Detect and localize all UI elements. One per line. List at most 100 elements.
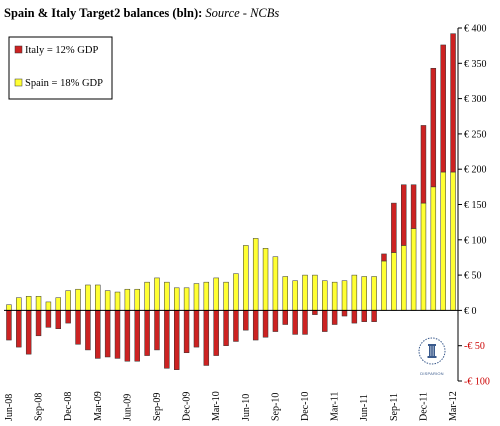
- bar-spain-Dec-09: [183, 287, 190, 311]
- bar-italy-Jun-11: [361, 310, 367, 322]
- legend-item-italy-label: Italy = 12% GDP: [25, 45, 98, 56]
- legend-item-spain-label: Spain = 18% GDP: [25, 78, 103, 89]
- bar-spain-May-11: [351, 274, 358, 311]
- bar-italy-Feb-11: [322, 310, 328, 332]
- bar-italy-Feb-12: [440, 44, 446, 173]
- x-tick-label: Dec-09: [182, 392, 193, 421]
- bar-spain-Jun-09: [124, 288, 131, 311]
- bar-italy-Nov-11: [410, 184, 417, 229]
- bar-italy-Sep-10: [272, 310, 279, 332]
- bar-italy-Apr-09: [104, 310, 111, 358]
- bar-italy-Dec-10: [302, 310, 308, 335]
- x-tick-label: Jun-08: [4, 394, 15, 421]
- bar-spain-Mar-11: [331, 281, 338, 311]
- bar-spain-Jul-08: [16, 297, 22, 311]
- bar-spain-Dec-10: [302, 274, 308, 311]
- bar-italy-Jul-10: [252, 310, 259, 341]
- bar-spain-Aug-10: [262, 248, 269, 311]
- bar-spain-Mar-09: [95, 284, 101, 311]
- bar-spain-Nov-09: [174, 287, 180, 311]
- bar-spain-Oct-10: [282, 276, 288, 311]
- x-tick-label: Mar-10: [211, 391, 222, 421]
- chart-title-source: Source - NCBs: [205, 6, 280, 20]
- y-tick-label: € 100: [464, 235, 487, 246]
- bar-spain-Feb-11: [322, 280, 328, 311]
- bar-spain-Dec-11: [420, 202, 427, 311]
- bar-spain-Oct-08: [45, 301, 52, 311]
- bar-italy-Nov-10: [292, 310, 298, 335]
- bar-spain-Oct-09: [164, 281, 170, 311]
- bar-italy-Aug-08: [25, 310, 32, 355]
- bar-italy-Jul-08: [16, 310, 22, 348]
- bar-spain-Jul-10: [252, 238, 259, 311]
- bar-italy-Jan-11: [312, 310, 318, 315]
- bar-italy-Aug-11: [381, 253, 387, 262]
- chart-title-main: Spain & Italy Target2 balances (bln):: [4, 6, 203, 20]
- bar-spain-Jul-09: [134, 288, 140, 311]
- y-tick-label: € 50: [464, 271, 482, 282]
- x-tick-label: Mar-09: [93, 391, 104, 421]
- bar-spain-Jun-08: [6, 304, 12, 311]
- bar-italy-Dec-11: [420, 125, 427, 204]
- bar-spain-Feb-10: [203, 281, 210, 311]
- y-tick-label: € 250: [464, 129, 487, 140]
- y-tick-label: -€ 50: [464, 341, 485, 352]
- bar-italy-Jan-09: [75, 310, 81, 345]
- chart-title: Spain & Italy Target2 balances (bln): So…: [4, 6, 279, 21]
- bar-italy-Oct-08: [45, 310, 52, 328]
- bar-spain-Apr-09: [104, 290, 111, 311]
- x-tick-label: Jun-10: [241, 394, 252, 421]
- x-tick-label: Dec-10: [300, 392, 311, 421]
- bar-spain-Jul-11: [371, 276, 377, 311]
- y-tick-label: € 200: [464, 165, 487, 176]
- bar-italy-Mar-10: [213, 310, 219, 356]
- bar-italy-Apr-11: [341, 310, 348, 317]
- bar-italy-Jan-10: [193, 310, 200, 348]
- bar-spain-Nov-10: [292, 280, 298, 311]
- bar-spain-Jan-10: [193, 283, 200, 311]
- bar-italy-May-11: [351, 310, 358, 324]
- chart-legend: Italy = 12% GDP Spain = 18% GDP: [8, 36, 113, 100]
- bar-spain-Jan-11: [312, 274, 318, 311]
- x-tick-label: Sep-09: [152, 393, 163, 421]
- bar-italy-Jul-11: [371, 310, 377, 322]
- bar-spain-May-09: [114, 291, 121, 311]
- x-tick-label: Jun-11: [359, 394, 370, 421]
- bar-italy-Dec-08: [65, 310, 71, 324]
- bar-italy-Jun-09: [124, 310, 131, 362]
- bar-italy-Aug-09: [144, 310, 150, 356]
- x-tick-label: Mar-11: [330, 392, 341, 421]
- bar-italy-Aug-10: [262, 310, 269, 338]
- bar-italy-Nov-09: [174, 310, 180, 370]
- y-tick-label: € 0: [464, 306, 477, 317]
- y-tick-label: € 150: [464, 200, 487, 211]
- bar-spain-Aug-09: [144, 281, 150, 311]
- bar-italy-Feb-09: [85, 310, 91, 351]
- bar-spain-Jan-12: [430, 186, 437, 311]
- bar-italy-Nov-08: [55, 310, 61, 330]
- legend-box: [8, 36, 113, 100]
- x-tick-label: Dec-08: [63, 392, 74, 421]
- bar-spain-Aug-08: [25, 296, 32, 311]
- y-tick-label: € 300: [464, 94, 487, 105]
- bar-spain-Feb-12: [440, 171, 446, 311]
- bar-spain-Mar-12: [450, 171, 456, 311]
- bar-italy-Apr-10: [223, 310, 229, 346]
- bar-italy-Jun-10: [243, 310, 249, 331]
- bar-spain-Mar-10: [213, 277, 219, 311]
- y-tick-label: € 400: [464, 24, 487, 35]
- y-tick-label: -€ 100: [464, 377, 490, 388]
- bar-spain-Sep-09: [154, 277, 160, 311]
- x-tick-label: Sep-10: [270, 393, 281, 421]
- bar-spain-Sep-08: [35, 296, 42, 311]
- bar-spain-Feb-09: [85, 284, 91, 311]
- bar-spain-Oct-11: [401, 245, 407, 311]
- x-tick-label: Sep-11: [389, 393, 400, 421]
- bar-spain-Apr-10: [223, 281, 229, 311]
- y-tick-label: € 350: [464, 59, 487, 70]
- x-tick-label: Jun-09: [122, 394, 133, 421]
- bar-italy-Jun-08: [6, 310, 12, 341]
- x-tick-label: Sep-08: [34, 393, 45, 421]
- bar-italy-Sep-09: [154, 310, 160, 351]
